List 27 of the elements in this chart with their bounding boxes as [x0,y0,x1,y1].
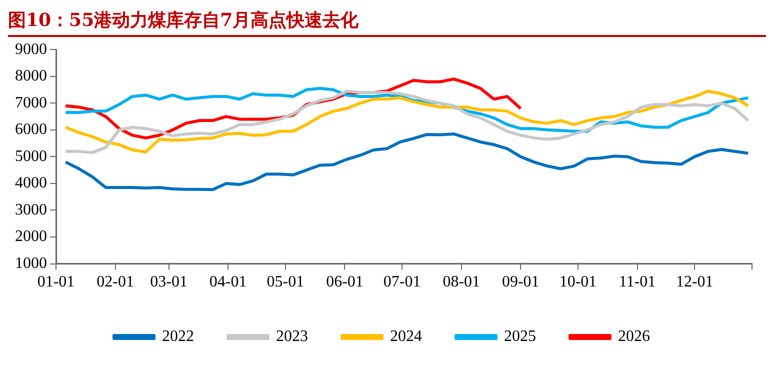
x-tick-label: 11-01 [618,274,656,291]
chart-title: 图10：55港动力煤库存自7月高点快速去化 [8,8,766,37]
x-tick-label: 07-01 [383,274,421,291]
x-tick-label: 08-01 [442,274,480,291]
x-tick-label: 06-01 [326,274,364,291]
x-tick-label: 01-01 [37,274,75,291]
y-tick-label: 6000 [15,121,47,138]
y-tick-label: 9000 [15,40,47,58]
x-tick-label: 04-01 [209,274,247,291]
x-tick-label: 09-01 [502,274,540,291]
x-tick-label: 10-01 [559,274,597,291]
legend-label: 2022 [162,328,194,346]
y-tick-label: 5000 [15,148,47,165]
x-tick-label: 03-01 [150,274,188,291]
y-tick-label: 8000 [15,68,47,85]
y-tick-label: 4000 [15,174,47,192]
x-tick-label: 05-01 [266,274,304,291]
y-tick-label: 3000 [15,201,47,218]
legend-label: 2026 [618,328,650,346]
legend-label: 2023 [276,328,308,346]
y-tick-label: 2000 [15,228,47,246]
x-tick-label: 02-01 [96,274,134,291]
y-tick-label: 1000 [15,255,47,272]
x-tick-label: 12-01 [676,274,714,291]
legend-label: 2025 [504,328,536,346]
legend-label: 2024 [390,328,422,346]
y-tick-label: 7000 [15,94,47,112]
